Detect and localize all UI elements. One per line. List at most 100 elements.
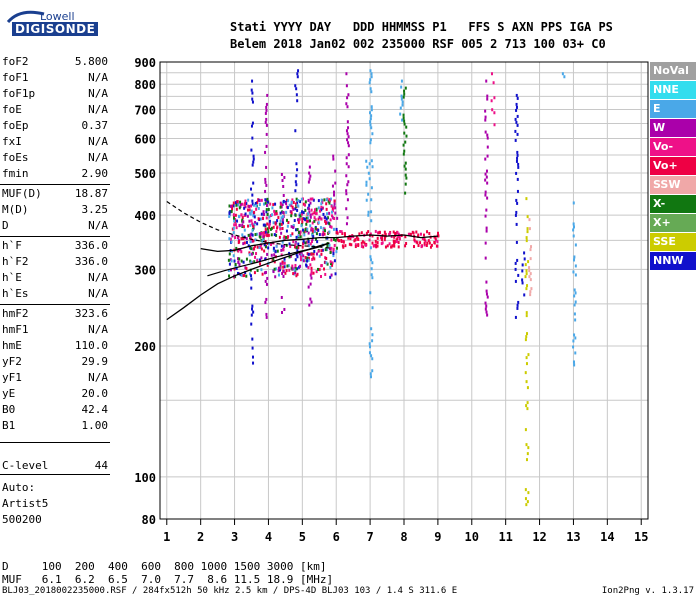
echo-dot — [370, 126, 373, 130]
echo-dot — [485, 304, 488, 308]
echo-dot — [311, 257, 314, 261]
echo-dot — [356, 237, 359, 241]
echo-dot — [425, 243, 428, 247]
echo-dot — [561, 72, 564, 76]
echo-dot — [333, 216, 336, 220]
echo-dot — [526, 284, 529, 288]
echo-dot — [252, 214, 255, 218]
echo-dot — [266, 197, 269, 201]
param-value: 0.37 — [81, 119, 109, 132]
echo-dot — [299, 200, 302, 204]
echo-dot — [283, 257, 286, 261]
echo-dot — [262, 216, 265, 220]
echo-dot — [308, 244, 311, 248]
echo-dot — [235, 226, 238, 230]
echo-dot — [299, 230, 302, 234]
echo-dot — [572, 222, 575, 226]
echo-dot — [298, 252, 301, 256]
echo-dot — [346, 120, 349, 124]
echo-dot — [251, 91, 254, 95]
param-label: yF1 — [2, 371, 22, 384]
echo-dot — [299, 255, 302, 259]
echo-dot — [521, 263, 524, 267]
echo-dot — [370, 219, 373, 223]
param-value: 336.0 — [74, 239, 108, 252]
echo-dot — [514, 279, 517, 283]
echo-dot — [282, 210, 285, 214]
echo-dot — [521, 269, 524, 273]
echo-dot — [332, 247, 335, 251]
echo-dot — [368, 238, 371, 242]
version-text: Ion2Png v. 1.3.17 — [601, 586, 694, 596]
echo-dot — [524, 488, 527, 492]
echo-dot — [527, 491, 530, 495]
digisonde-logo-icon — [6, 10, 45, 24]
echo-dot — [277, 216, 280, 220]
echo-dot — [428, 241, 431, 245]
echo-dot — [294, 207, 297, 211]
echo-dot — [280, 205, 283, 209]
param-value: N/A — [88, 371, 108, 384]
echo-dot — [314, 218, 317, 222]
echo-dot — [486, 97, 489, 101]
echo-dot — [315, 232, 318, 236]
echo-dot — [335, 227, 338, 231]
param-row: hmF2 323.6 — [2, 306, 108, 322]
echo-dot — [324, 219, 327, 223]
echo-dot — [280, 216, 283, 220]
param-row: foEp 0.37 — [2, 118, 108, 134]
echo-dot — [301, 220, 304, 224]
echo-dot — [411, 230, 414, 234]
echo-dot — [251, 228, 254, 232]
echo-dot — [346, 216, 349, 220]
echo-dot — [250, 204, 253, 208]
echo-dot — [263, 223, 266, 227]
echo-dot — [245, 274, 248, 278]
echo-dot — [329, 265, 332, 269]
echo-dot — [525, 443, 528, 447]
echo-dot — [290, 204, 293, 208]
auto-artist: Artist5 — [2, 497, 49, 510]
echo-dot — [346, 105, 349, 109]
echo-dot — [282, 199, 285, 203]
echo-dot — [313, 230, 316, 234]
echo-dot — [333, 199, 336, 203]
echo-dot — [266, 276, 269, 280]
echo-dot — [286, 206, 289, 210]
echo-dot — [349, 237, 352, 241]
echo-dot — [324, 256, 327, 260]
echo-dot — [260, 239, 263, 243]
echo-dot — [253, 260, 256, 264]
echo-dot — [264, 177, 267, 181]
echo-dot — [282, 244, 285, 248]
echo-dot — [365, 231, 368, 235]
echo-dot — [259, 233, 262, 237]
echo-dot — [260, 212, 263, 216]
echo-dot — [302, 254, 305, 258]
echo-dot — [371, 132, 374, 136]
echo-dot — [369, 345, 372, 349]
echo-dot — [370, 75, 373, 79]
echo-dot — [328, 243, 331, 247]
echo-dot — [253, 215, 256, 219]
echo-dot — [251, 222, 254, 226]
echo-dot — [297, 220, 300, 224]
echo-dot — [278, 235, 281, 239]
echo-dot — [232, 204, 235, 208]
echo-dot — [324, 272, 327, 276]
auto-code: 500200 — [2, 513, 42, 526]
echo-dot — [259, 262, 262, 266]
echo-dot — [272, 221, 275, 225]
echo-dot — [257, 217, 260, 221]
echo-dot — [283, 307, 286, 311]
echo-dot — [310, 240, 313, 244]
echo-dot — [310, 208, 313, 212]
y-tick-label: 200 — [134, 340, 156, 354]
echo-dot — [279, 224, 282, 228]
echo-dot — [314, 212, 317, 216]
echo-dot — [484, 193, 487, 197]
param-label: B0 — [2, 403, 16, 416]
echo-dot — [273, 260, 276, 264]
echo-dot — [312, 198, 315, 202]
echo-dot — [287, 264, 290, 268]
